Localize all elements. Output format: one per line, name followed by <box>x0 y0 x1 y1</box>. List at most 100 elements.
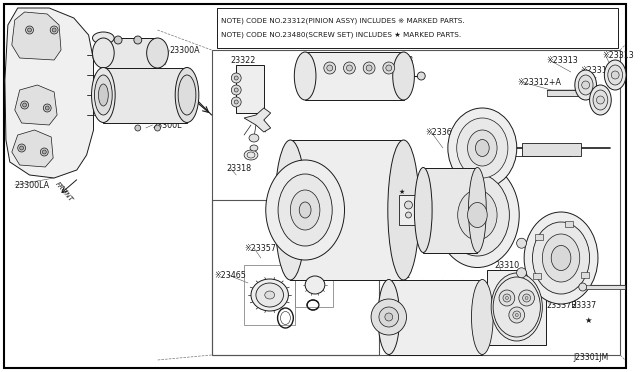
Circle shape <box>523 294 531 302</box>
Bar <box>423 168 477 253</box>
Circle shape <box>42 150 46 154</box>
Polygon shape <box>244 108 271 132</box>
Ellipse shape <box>468 202 487 228</box>
Text: 23338: 23338 <box>547 283 572 292</box>
Circle shape <box>406 212 412 218</box>
Ellipse shape <box>551 246 571 270</box>
Ellipse shape <box>593 90 608 110</box>
Circle shape <box>135 125 141 131</box>
Text: ※23313: ※23313 <box>580 65 612 74</box>
Ellipse shape <box>92 67 115 122</box>
Circle shape <box>503 294 511 302</box>
Circle shape <box>582 81 589 89</box>
Text: 23343: 23343 <box>388 55 414 64</box>
Ellipse shape <box>244 150 258 160</box>
Circle shape <box>346 65 353 71</box>
Text: 23310: 23310 <box>494 260 519 269</box>
Bar <box>103 68 187 123</box>
Bar <box>305 52 404 100</box>
Ellipse shape <box>608 65 623 85</box>
Bar <box>534 273 541 279</box>
Circle shape <box>231 85 241 95</box>
Text: 23337: 23337 <box>571 301 596 310</box>
Bar <box>216 8 618 48</box>
Ellipse shape <box>589 85 611 115</box>
Text: ※23313: ※23313 <box>602 51 634 60</box>
Text: ★: ★ <box>585 315 593 324</box>
Bar <box>295 262 333 307</box>
Ellipse shape <box>468 130 497 166</box>
Polygon shape <box>5 8 93 178</box>
Ellipse shape <box>305 276 325 294</box>
Circle shape <box>327 65 333 71</box>
Circle shape <box>513 311 521 319</box>
Circle shape <box>114 36 122 44</box>
Ellipse shape <box>277 191 303 229</box>
Ellipse shape <box>99 84 108 106</box>
Ellipse shape <box>458 190 497 240</box>
Text: ※23360: ※23360 <box>425 128 457 137</box>
Circle shape <box>22 103 27 107</box>
Circle shape <box>379 307 399 327</box>
Ellipse shape <box>275 140 306 280</box>
Bar <box>399 195 419 225</box>
Ellipse shape <box>178 75 196 115</box>
Circle shape <box>499 290 515 306</box>
Ellipse shape <box>476 140 489 157</box>
Bar <box>291 140 404 280</box>
Ellipse shape <box>265 291 275 299</box>
Text: 23030A: 23030A <box>167 90 198 99</box>
Circle shape <box>234 100 238 104</box>
Circle shape <box>28 28 31 32</box>
Circle shape <box>596 96 604 104</box>
Ellipse shape <box>579 75 593 95</box>
Text: ※23354: ※23354 <box>369 214 401 222</box>
Bar <box>103 38 157 68</box>
Circle shape <box>579 283 587 291</box>
Text: ※23465: ※23465 <box>214 270 246 279</box>
Polygon shape <box>12 12 61 60</box>
Ellipse shape <box>436 163 519 267</box>
Ellipse shape <box>414 167 432 253</box>
Circle shape <box>509 307 525 323</box>
Ellipse shape <box>524 212 598 304</box>
Circle shape <box>383 62 395 74</box>
Bar <box>236 65 264 113</box>
Ellipse shape <box>604 60 626 90</box>
Text: 23337A: 23337A <box>551 278 582 286</box>
Polygon shape <box>12 130 53 167</box>
Ellipse shape <box>271 183 309 237</box>
Circle shape <box>20 101 29 109</box>
Circle shape <box>506 296 508 299</box>
Text: 23300A: 23300A <box>170 45 200 55</box>
Text: 23302: 23302 <box>386 270 411 279</box>
Bar <box>581 272 589 278</box>
Text: ★: ★ <box>399 189 404 195</box>
Circle shape <box>364 62 375 74</box>
Circle shape <box>417 72 425 80</box>
Circle shape <box>234 76 238 80</box>
Circle shape <box>50 26 58 34</box>
Circle shape <box>134 36 141 44</box>
Circle shape <box>404 201 412 209</box>
Ellipse shape <box>378 279 399 355</box>
Circle shape <box>366 65 372 71</box>
Bar <box>582 285 625 289</box>
Text: ※23357: ※23357 <box>244 244 276 253</box>
Ellipse shape <box>393 52 414 100</box>
Circle shape <box>20 146 24 150</box>
Circle shape <box>52 28 56 32</box>
Circle shape <box>371 299 406 335</box>
Bar <box>547 90 587 96</box>
Ellipse shape <box>251 279 289 311</box>
Bar <box>212 200 379 355</box>
Ellipse shape <box>95 75 112 115</box>
Circle shape <box>515 314 518 317</box>
Circle shape <box>344 62 355 74</box>
Circle shape <box>385 313 393 321</box>
Ellipse shape <box>93 32 114 44</box>
Ellipse shape <box>457 118 508 178</box>
Ellipse shape <box>542 234 580 282</box>
Ellipse shape <box>147 38 168 68</box>
Text: 23322: 23322 <box>230 55 256 64</box>
